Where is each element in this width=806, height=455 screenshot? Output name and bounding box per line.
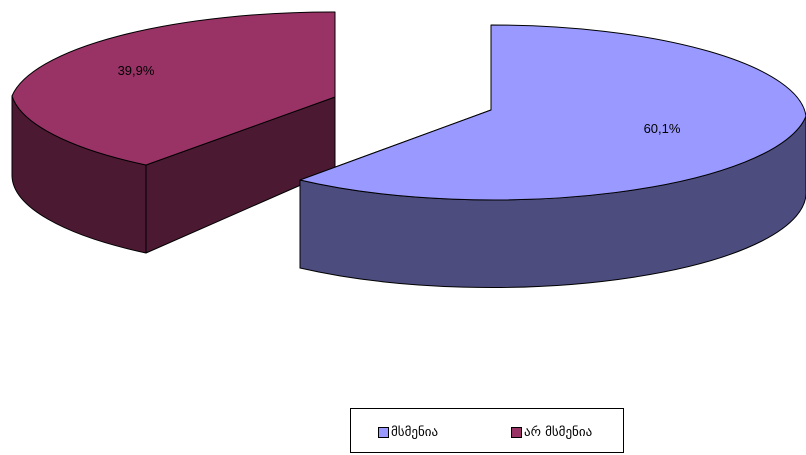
chart-legend: მსმენია არ მსმენია bbox=[350, 408, 624, 453]
data-label-heard: 60,1% bbox=[644, 121, 681, 136]
pie-chart: 60,1% 39,9% bbox=[11, 11, 806, 288]
data-label-not-heard: 39,9% bbox=[118, 63, 155, 78]
slice-top-not-heard bbox=[11, 11, 336, 166]
legend-label-not-heard: არ მსმენია bbox=[524, 425, 593, 440]
legend-item-not-heard: არ მსმენია bbox=[511, 425, 592, 440]
legend-swatch-not-heard bbox=[511, 427, 522, 438]
legend-item-heard: მსმენია bbox=[378, 425, 438, 440]
legend-swatch-heard bbox=[378, 427, 389, 438]
slice-top-heard bbox=[299, 24, 806, 201]
legend-label-heard: მსმენია bbox=[391, 425, 439, 440]
